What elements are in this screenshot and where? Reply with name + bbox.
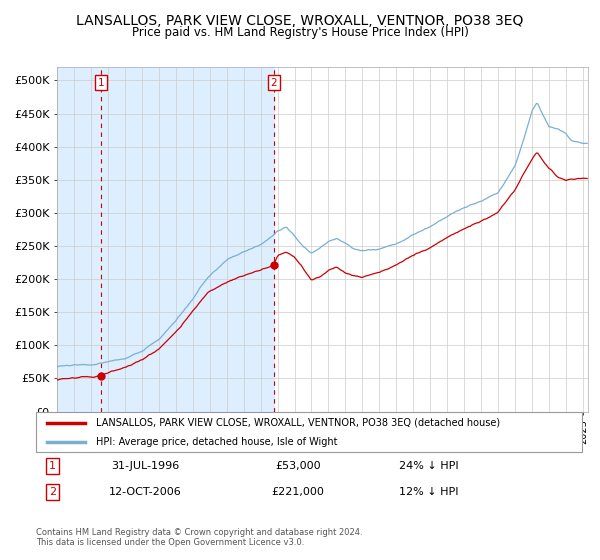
Text: 2: 2 [49, 487, 56, 497]
Text: £221,000: £221,000 [272, 487, 325, 497]
Text: 1: 1 [97, 78, 104, 88]
Text: 24% ↓ HPI: 24% ↓ HPI [400, 461, 459, 471]
Text: LANSALLOS, PARK VIEW CLOSE, WROXALL, VENTNOR, PO38 3EQ (detached house): LANSALLOS, PARK VIEW CLOSE, WROXALL, VEN… [96, 418, 500, 428]
Bar [57, 67, 274, 412]
Text: 12-OCT-2006: 12-OCT-2006 [109, 487, 182, 497]
Text: £53,000: £53,000 [275, 461, 321, 471]
Text: LANSALLOS, PARK VIEW CLOSE, WROXALL, VENTNOR, PO38 3EQ: LANSALLOS, PARK VIEW CLOSE, WROXALL, VEN… [76, 14, 524, 28]
Text: Price paid vs. HM Land Registry's House Price Index (HPI): Price paid vs. HM Land Registry's House … [131, 26, 469, 39]
Text: Contains HM Land Registry data © Crown copyright and database right 2024.
This d: Contains HM Land Registry data © Crown c… [36, 528, 362, 547]
Text: 2: 2 [271, 78, 277, 88]
Text: 12% ↓ HPI: 12% ↓ HPI [400, 487, 459, 497]
Text: 31-JUL-1996: 31-JUL-1996 [111, 461, 179, 471]
Text: 1: 1 [49, 461, 56, 471]
Text: HPI: Average price, detached house, Isle of Wight: HPI: Average price, detached house, Isle… [96, 437, 338, 447]
